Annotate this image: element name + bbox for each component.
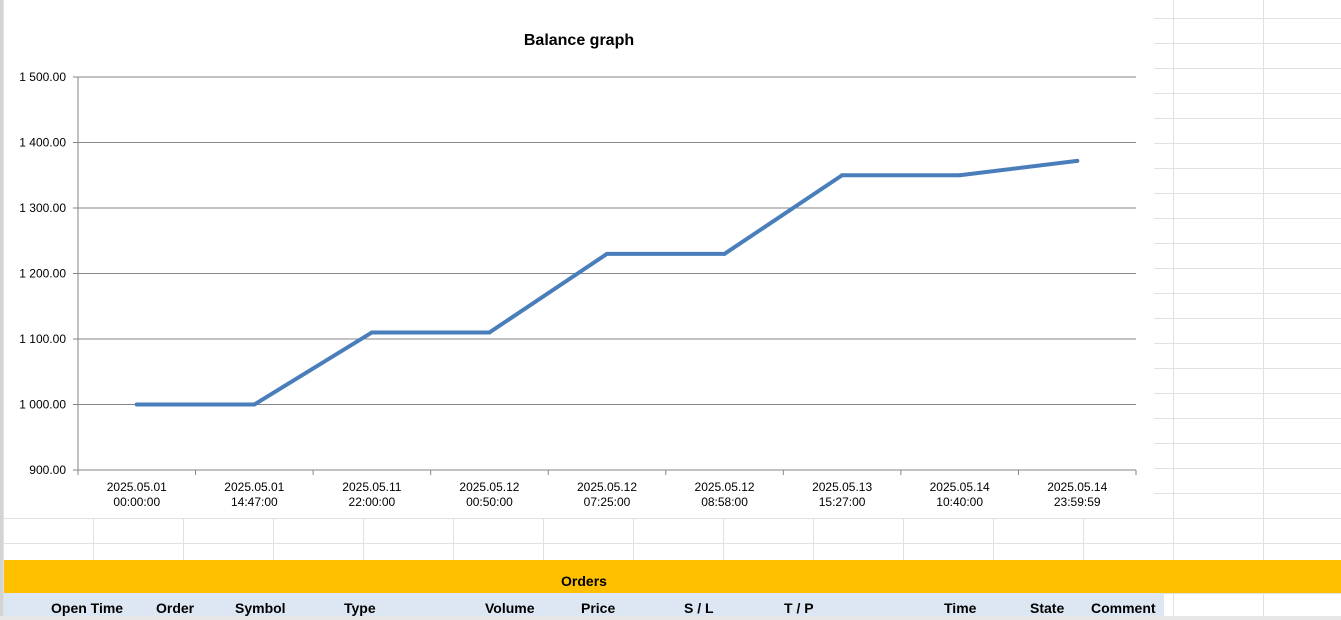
x-tick-label: 2025.05.01 00:00:00 (107, 480, 167, 509)
y-tick-label: 1 200.00 (19, 267, 66, 281)
y-tick-label: 1 000.00 (19, 398, 66, 412)
y-tick-label: 1 500.00 (19, 70, 66, 84)
y-tick-label: 1 100.00 (19, 332, 66, 346)
balance-chart[interactable]: Balance graph 900.00 1 000.00 1 100.00 1 20… (4, 0, 1154, 518)
x-tick-label: 2025.05.01 14:47:00 (224, 480, 284, 509)
column-order[interactable]: Order (156, 600, 195, 616)
x-tick-label: 2025.05.11 22:00:00 (342, 480, 401, 509)
data-point (369, 330, 374, 335)
data-point (605, 251, 609, 256)
x-tick-label: 2025.05.13 15:27:00 (812, 480, 872, 509)
column-type[interactable]: Type (344, 600, 376, 616)
orders-column-headers: Open Time Order Symbol Type Volume Price… (4, 593, 1164, 620)
bottom-scroll-strip (0, 616, 1341, 620)
chart-plot: 900.00 1 000.00 1 100.00 1 200.00 1 300.00 1 … (19, 70, 1137, 509)
column-comment[interactable]: Comment (1091, 600, 1156, 616)
y-tick-label: 1 400.00 (19, 136, 66, 150)
data-point (722, 251, 727, 256)
series-line (134, 158, 1080, 407)
data-point (957, 173, 962, 178)
y-tick-label: 900.00 (29, 463, 66, 477)
x-tick-label: 2025.05.12 08:58:00 (695, 480, 755, 509)
data-point (840, 173, 845, 178)
column-time[interactable]: Time (944, 600, 977, 616)
x-tick-label: 2025.05.12 00:50:00 (459, 480, 519, 509)
data-point (1075, 158, 1080, 163)
chart-title: Balance graph (523, 32, 635, 49)
data-point (487, 330, 492, 335)
column-price[interactable]: Price (581, 600, 616, 616)
sheet-left-edge (0, 0, 3, 620)
column-tp[interactable]: T / P (784, 600, 814, 616)
orders-title: Orders (561, 573, 607, 589)
orders-header: Orders (4, 560, 1341, 593)
column-state[interactable]: State (1030, 600, 1065, 616)
column-symbol[interactable]: Symbol (235, 600, 286, 616)
data-point (252, 402, 257, 407)
x-tick-label: 2025.05.14 23:59:59 (1047, 480, 1107, 509)
column-open-time[interactable]: Open Time (51, 600, 124, 616)
x-tick-label: 2025.05.12 07:25:00 (577, 480, 637, 509)
column-volume[interactable]: Volume (485, 600, 535, 616)
y-tick-label: 1 300.00 (19, 201, 66, 215)
column-sl[interactable]: S / L (684, 600, 714, 616)
data-point (134, 402, 139, 407)
x-tick-label: 2025.05.14 10:40:00 (930, 480, 990, 509)
